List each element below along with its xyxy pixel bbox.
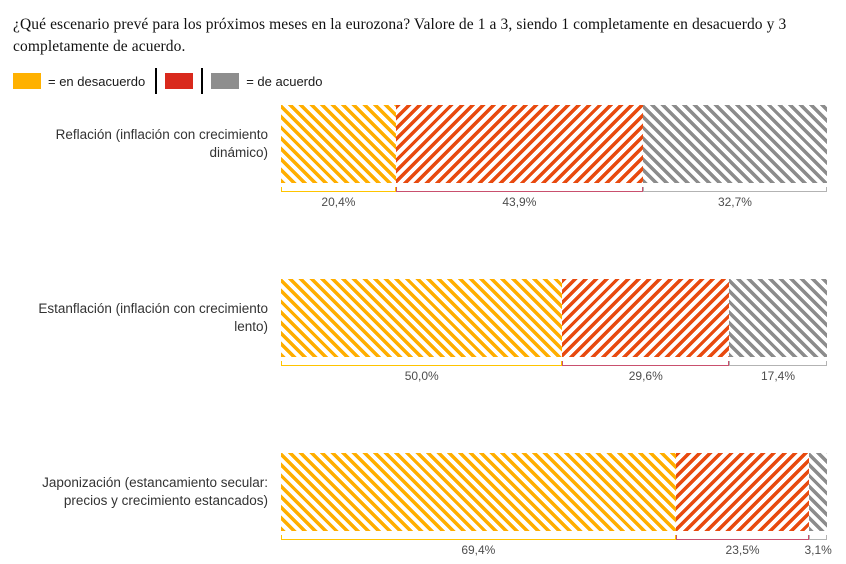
segment-bracket <box>729 361 827 366</box>
segment-brackets <box>281 187 827 192</box>
bar-area: 69,4% 23,5% 3,1% <box>281 453 832 557</box>
segment-bracket <box>281 361 563 366</box>
legend-swatch <box>13 73 41 89</box>
bar-segment-de-acuerdo <box>729 279 827 357</box>
legend-label: = en desacuerdo <box>48 73 146 89</box>
legend-separator <box>201 68 204 94</box>
segment-value-label: 17,4% <box>761 369 796 383</box>
chart-row: Estanflación (inflación con crecimiento … <box>13 279 832 383</box>
legend-label: = de acuerdo <box>246 73 323 89</box>
segment-bracket <box>562 361 730 366</box>
segment-value-label: 43,9% <box>502 195 537 209</box>
segment-bracket <box>281 535 676 540</box>
bar-area: 20,4% 43,9% 32,7% <box>281 105 827 209</box>
segment-brackets <box>281 361 827 366</box>
segment-value-label: 32,7% <box>717 195 752 209</box>
chart-title: ¿Qué escenario prevé para los próximos m… <box>13 16 787 55</box>
stacked-bar <box>281 453 827 531</box>
legend-separator <box>155 68 158 94</box>
segment-bracket <box>809 535 827 540</box>
stacked-bar <box>281 105 827 183</box>
segment-labels: 69,4% 23,5% 3,1% <box>281 543 832 557</box>
stacked-bar-chart: Reflación (inflación con crecimiento din… <box>13 105 832 557</box>
bar-segment-en-desacuerdo <box>281 453 676 531</box>
segment-bracket <box>642 187 827 192</box>
bar-segment-de-acuerdo <box>809 453 827 531</box>
bar-segment-valoración-intermedia <box>675 453 810 531</box>
chart-row: Japonización (estancamiento secular: pre… <box>13 453 832 557</box>
bar-segment-en-desacuerdo <box>281 279 563 357</box>
segment-value-label: 69,4% <box>461 543 496 557</box>
segment-bracket <box>395 187 643 192</box>
row-label: Japonización (estancamiento secular: pre… <box>42 475 268 508</box>
row-label: Estanflación (inflación con crecimiento … <box>38 301 268 334</box>
segment-value-label: 3,1% <box>804 543 832 557</box>
segment-labels: 50,0% 29,6% 17,4% <box>281 369 827 383</box>
legend-swatch <box>211 73 240 89</box>
segment-brackets <box>281 535 827 540</box>
segment-bracket <box>281 187 396 192</box>
legend-swatch <box>165 73 194 89</box>
bar-segment-valoración-intermedia <box>562 279 730 357</box>
bar-segment-de-acuerdo <box>642 105 827 183</box>
chart-row: Reflación (inflación con crecimiento din… <box>13 105 832 209</box>
row-label: Reflación (inflación con crecimiento din… <box>55 127 268 160</box>
stacked-bar <box>281 279 827 357</box>
legend: = en desacuerdo = de acuerdo <box>13 68 832 94</box>
bar-segment-valoración-intermedia <box>395 105 643 183</box>
segment-bracket <box>675 535 810 540</box>
bar-segment-en-desacuerdo <box>281 105 396 183</box>
segment-value-label: 20,4% <box>321 195 356 209</box>
bar-area: 50,0% 29,6% 17,4% <box>281 279 827 383</box>
segment-value-label: 29,6% <box>628 369 663 383</box>
segment-labels: 20,4% 43,9% 32,7% <box>281 195 827 209</box>
segment-value-label: 23,5% <box>725 543 760 557</box>
segment-value-label: 50,0% <box>404 369 439 383</box>
